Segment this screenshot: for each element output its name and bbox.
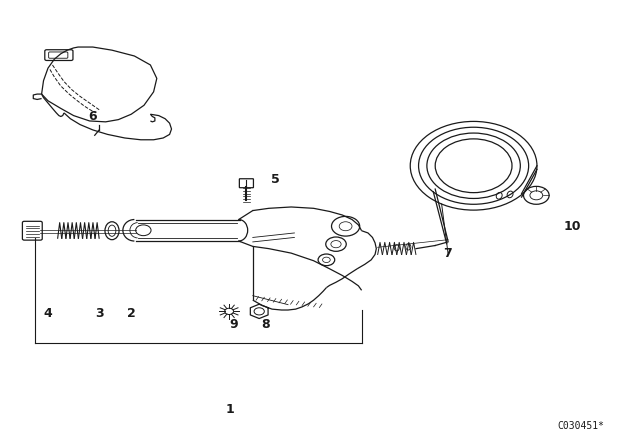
- Text: 8: 8: [261, 318, 270, 332]
- Text: 10: 10: [564, 220, 582, 233]
- Text: 1: 1: [226, 403, 235, 417]
- FancyBboxPatch shape: [239, 179, 253, 188]
- FancyBboxPatch shape: [49, 52, 68, 58]
- Text: 3: 3: [95, 307, 104, 320]
- Text: 7: 7: [444, 246, 452, 260]
- FancyBboxPatch shape: [22, 221, 42, 240]
- Text: 6: 6: [88, 110, 97, 123]
- FancyBboxPatch shape: [45, 50, 73, 60]
- Text: 2: 2: [127, 307, 136, 320]
- Text: 9: 9: [229, 318, 238, 332]
- Text: 5: 5: [271, 172, 280, 186]
- Text: C030451*: C030451*: [558, 421, 605, 431]
- Text: 4: 4: [44, 307, 52, 320]
